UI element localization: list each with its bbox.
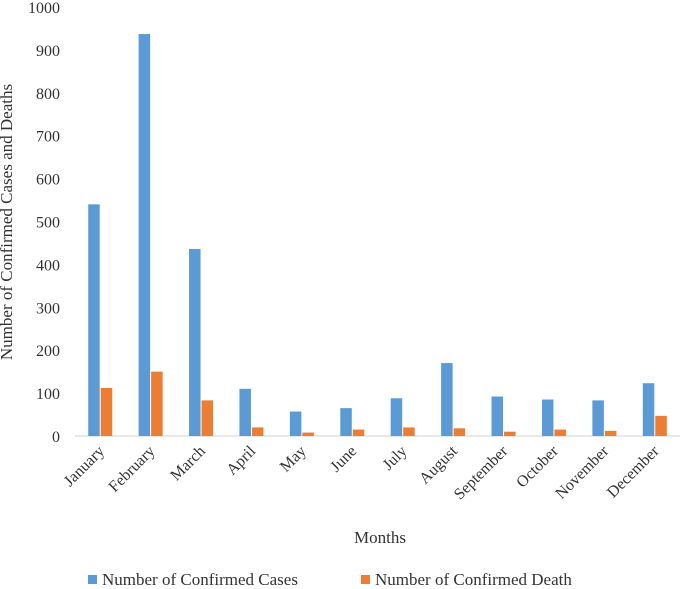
legend-swatch-deaths bbox=[361, 575, 370, 584]
bar-deaths-june bbox=[352, 429, 365, 436]
y-axis-ticks: 0 100 200 300 400 500 600 700 800 900 1000 bbox=[28, 0, 60, 446]
y-tick-label: 0 bbox=[52, 429, 60, 446]
legend: Number of Confirmed Cases Number of Confi… bbox=[88, 570, 572, 589]
bar-deaths-september bbox=[504, 431, 516, 436]
bar-cases-february bbox=[138, 34, 151, 436]
x-tick-label: November bbox=[552, 442, 612, 502]
y-tick-label: 1000 bbox=[28, 0, 60, 17]
bar-deaths-january bbox=[100, 387, 113, 436]
bars bbox=[88, 34, 667, 436]
bar-deaths-july bbox=[403, 427, 415, 436]
bar-deaths-december bbox=[655, 415, 667, 436]
x-tick-label: May bbox=[277, 443, 310, 476]
y-tick-label: 100 bbox=[36, 386, 60, 403]
bar-cases-march bbox=[189, 248, 201, 436]
bar-cases-may bbox=[289, 411, 302, 436]
y-tick-label: 200 bbox=[36, 343, 60, 360]
bar-deaths-may bbox=[302, 432, 314, 436]
bar-deaths-november bbox=[604, 430, 617, 436]
x-tick-label: April bbox=[223, 442, 259, 478]
x-tick-label: January bbox=[61, 443, 108, 490]
bar-deaths-april bbox=[251, 427, 264, 436]
y-tick-label: 300 bbox=[36, 300, 60, 317]
y-axis-title: Number of Confirmed Cases and Deaths bbox=[0, 84, 16, 360]
x-tick-label: December bbox=[604, 442, 663, 501]
bar-cases-august bbox=[441, 363, 453, 436]
y-tick-label: 500 bbox=[36, 215, 60, 232]
y-tick-label: 700 bbox=[36, 129, 60, 146]
x-tick-label: October bbox=[513, 442, 562, 491]
bar-cases-december bbox=[642, 383, 655, 436]
bar-cases-october bbox=[541, 399, 554, 436]
x-tick-label: September bbox=[451, 442, 512, 503]
bar-deaths-august bbox=[453, 428, 466, 436]
x-tick-label: June bbox=[327, 443, 360, 476]
x-tick-label: March bbox=[167, 443, 209, 485]
bar-deaths-february bbox=[151, 371, 163, 436]
legend-label-cases: Number of Confirmed Cases bbox=[102, 570, 298, 589]
y-tick-label: 600 bbox=[36, 172, 60, 189]
legend-swatch-cases bbox=[88, 575, 97, 584]
x-tick-label: February bbox=[106, 443, 159, 496]
legend-label-deaths: Number of Confirmed Death bbox=[375, 570, 572, 589]
y-tick-label: 900 bbox=[36, 43, 60, 60]
x-axis-title: Months bbox=[354, 528, 406, 547]
bar-cases-november bbox=[592, 400, 604, 436]
bar-cases-june bbox=[340, 408, 352, 436]
bar-deaths-march bbox=[201, 400, 214, 436]
bar-cases-january bbox=[88, 204, 100, 436]
bar-cases-september bbox=[491, 396, 504, 436]
bar-deaths-october bbox=[554, 429, 566, 436]
bar-cases-april bbox=[239, 388, 251, 436]
y-tick-label: 800 bbox=[36, 86, 60, 103]
bar-cases-july bbox=[390, 398, 403, 436]
x-tick-label: August bbox=[416, 442, 461, 487]
y-tick-label: 400 bbox=[36, 257, 60, 274]
x-tick-label: July bbox=[380, 443, 411, 474]
